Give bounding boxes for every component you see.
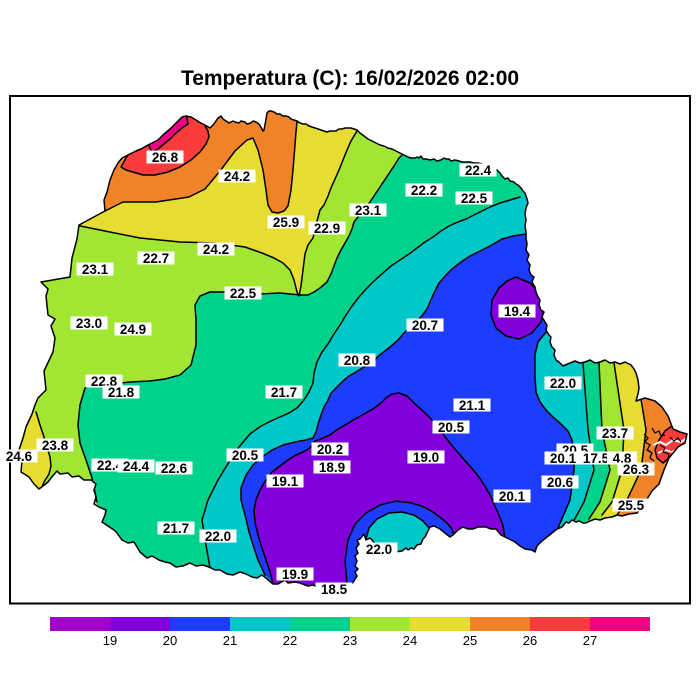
svg-text:22.0: 22.0: [550, 376, 576, 391]
svg-text:21.8: 21.8: [108, 385, 135, 400]
svg-text:19: 19: [103, 633, 117, 648]
svg-text:20: 20: [163, 633, 177, 648]
svg-text:25.9: 25.9: [273, 215, 299, 230]
svg-text:22.0: 22.0: [366, 542, 392, 557]
svg-text:20.6: 20.6: [547, 475, 574, 490]
svg-text:24.4: 24.4: [123, 459, 150, 474]
svg-text:24.9: 24.9: [120, 322, 146, 337]
svg-text:22.4: 22.4: [465, 163, 492, 178]
svg-text:18.5: 18.5: [321, 582, 348, 597]
svg-text:23.1: 23.1: [355, 203, 382, 218]
svg-text:22.7: 22.7: [143, 251, 169, 266]
svg-text:18.9: 18.9: [319, 460, 345, 475]
svg-text:20.5: 20.5: [232, 448, 259, 463]
svg-text:20.5: 20.5: [438, 420, 465, 435]
svg-text:21: 21: [223, 633, 237, 648]
svg-text:21.1: 21.1: [459, 398, 486, 413]
svg-text:24: 24: [403, 633, 417, 648]
svg-text:22.6: 22.6: [161, 461, 188, 476]
svg-text:25.5: 25.5: [618, 498, 645, 513]
svg-text:4.8: 4.8: [613, 451, 632, 466]
svg-text:22.9: 22.9: [314, 221, 340, 236]
svg-text:20.1: 20.1: [550, 451, 577, 466]
svg-text:25: 25: [463, 633, 477, 648]
svg-text:19.4: 19.4: [504, 304, 531, 319]
svg-text:26: 26: [523, 633, 537, 648]
svg-text:20.8: 20.8: [344, 353, 371, 368]
svg-text:22.8: 22.8: [91, 374, 118, 389]
svg-text:Temperatura (C): 16/02/2026 02: Temperatura (C): 16/02/2026 02:00: [181, 67, 519, 90]
svg-text:26.3: 26.3: [623, 462, 650, 477]
svg-text:22: 22: [283, 633, 297, 648]
svg-text:23.0: 23.0: [76, 316, 102, 331]
svg-text:23.8: 23.8: [42, 438, 69, 453]
svg-text:24.6: 24.6: [6, 449, 33, 464]
svg-text:19.1: 19.1: [272, 474, 299, 489]
svg-text:21.7: 21.7: [271, 385, 297, 400]
svg-text:23.1: 23.1: [82, 262, 109, 277]
svg-text:19.9: 19.9: [282, 567, 308, 582]
svg-text:24.2: 24.2: [203, 242, 229, 257]
svg-text:22.0: 22.0: [205, 529, 231, 544]
svg-text:27: 27: [583, 633, 597, 648]
svg-text:22.5: 22.5: [230, 286, 257, 301]
svg-text:23.7: 23.7: [602, 426, 628, 441]
svg-text:17.5: 17.5: [583, 451, 610, 466]
svg-text:22.5: 22.5: [461, 191, 488, 206]
svg-text:22.2: 22.2: [411, 183, 437, 198]
svg-text:26.8: 26.8: [152, 150, 179, 165]
svg-text:23: 23: [343, 633, 357, 648]
svg-text:20.7: 20.7: [412, 318, 438, 333]
svg-text:19.0: 19.0: [413, 450, 439, 465]
svg-text:22.4: 22.4: [97, 458, 124, 473]
svg-text:20.2: 20.2: [317, 442, 343, 457]
svg-text:21.7: 21.7: [163, 521, 189, 536]
svg-text:20.1: 20.1: [499, 489, 526, 504]
svg-text:24.2: 24.2: [224, 169, 250, 184]
